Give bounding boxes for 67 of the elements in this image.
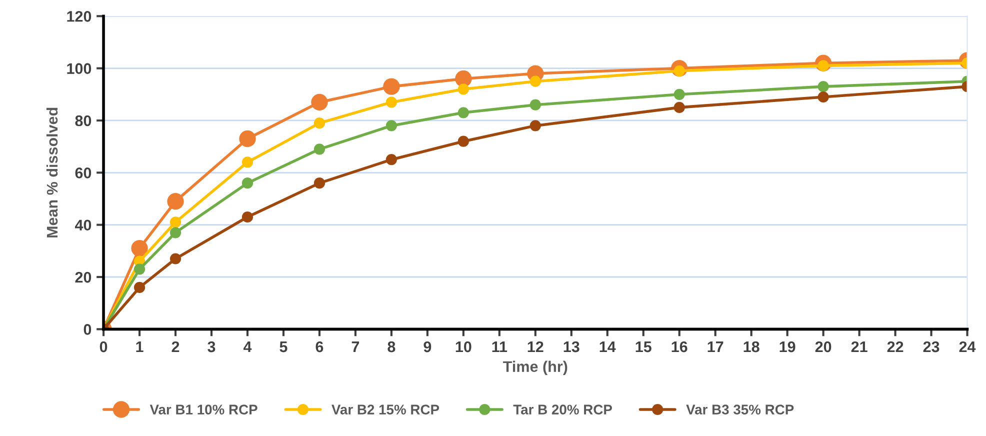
point	[386, 96, 397, 108]
point	[818, 81, 829, 92]
x-tick-label: 17	[708, 342, 724, 352]
x-tick-label: 10	[456, 341, 472, 352]
point	[170, 227, 182, 238]
legend-label: Var B2 15% RCP	[332, 404, 440, 414]
legend-label: Var B3 35% RCP	[686, 404, 794, 415]
y-tick-label: 60	[75, 168, 92, 178]
point	[170, 253, 182, 264]
x-axis-title: Time (hr)	[503, 360, 568, 376]
point	[311, 94, 328, 111]
point	[530, 76, 541, 87]
point	[458, 136, 469, 147]
point	[530, 99, 541, 110]
legend-label: Tar B 20% RCP	[513, 404, 612, 414]
point	[167, 193, 184, 210]
point	[131, 240, 148, 257]
x-tick-label: 12	[528, 341, 544, 352]
x-tick-label: 22	[887, 341, 904, 352]
x-tick-label: 2	[172, 341, 180, 352]
point	[458, 107, 469, 118]
x-tick-label: 7	[352, 342, 360, 352]
x-tick-label: 11	[492, 342, 508, 352]
point	[134, 282, 146, 293]
x-tick-label: 18	[744, 341, 760, 352]
point	[170, 216, 182, 228]
x-tick-label: 15	[636, 342, 652, 352]
x-tick-label: 19	[780, 341, 796, 352]
y-tick-label: 120	[67, 11, 92, 22]
point	[458, 84, 469, 95]
point	[242, 178, 254, 189]
point	[530, 120, 541, 132]
point	[674, 102, 685, 113]
point	[383, 78, 400, 95]
x-tick-label: 24	[959, 341, 976, 352]
y-tick-label: 20	[75, 272, 92, 283]
point	[314, 144, 326, 155]
y-tick-label: 40	[74, 220, 92, 231]
point	[818, 91, 829, 103]
point	[386, 154, 397, 166]
point	[314, 178, 326, 189]
y-tick-label: 0	[84, 324, 92, 335]
x-tick-label: 16	[672, 341, 688, 352]
x-tick-label: 9	[424, 341, 432, 352]
x-tick-label: 21	[851, 341, 868, 352]
point	[134, 264, 146, 275]
point	[314, 118, 326, 129]
x-tick-label: 14	[600, 342, 616, 352]
point	[386, 120, 397, 132]
x-tick-label: 13	[564, 341, 580, 352]
y-tick-label: 80	[75, 115, 92, 126]
y-axis-title: Mean % dissolved	[46, 108, 58, 238]
point	[674, 88, 685, 100]
x-tick-label: 5	[280, 342, 288, 352]
x-tick-label: 8	[388, 341, 396, 352]
y-tick-label: 100	[67, 63, 92, 74]
x-tick-label: 1	[136, 342, 144, 352]
x-tick-label: 3	[208, 341, 216, 352]
point	[239, 130, 256, 148]
point	[242, 211, 254, 223]
point	[242, 156, 254, 168]
x-tick-label: 6	[316, 341, 324, 352]
x-tick-label: 0	[100, 341, 108, 352]
x-tick-label: 20	[815, 341, 832, 352]
x-tick-label: 23	[923, 341, 940, 352]
x-tick-label: 4	[243, 342, 252, 352]
legend-label: Var B1 10% RCP	[150, 404, 258, 414]
